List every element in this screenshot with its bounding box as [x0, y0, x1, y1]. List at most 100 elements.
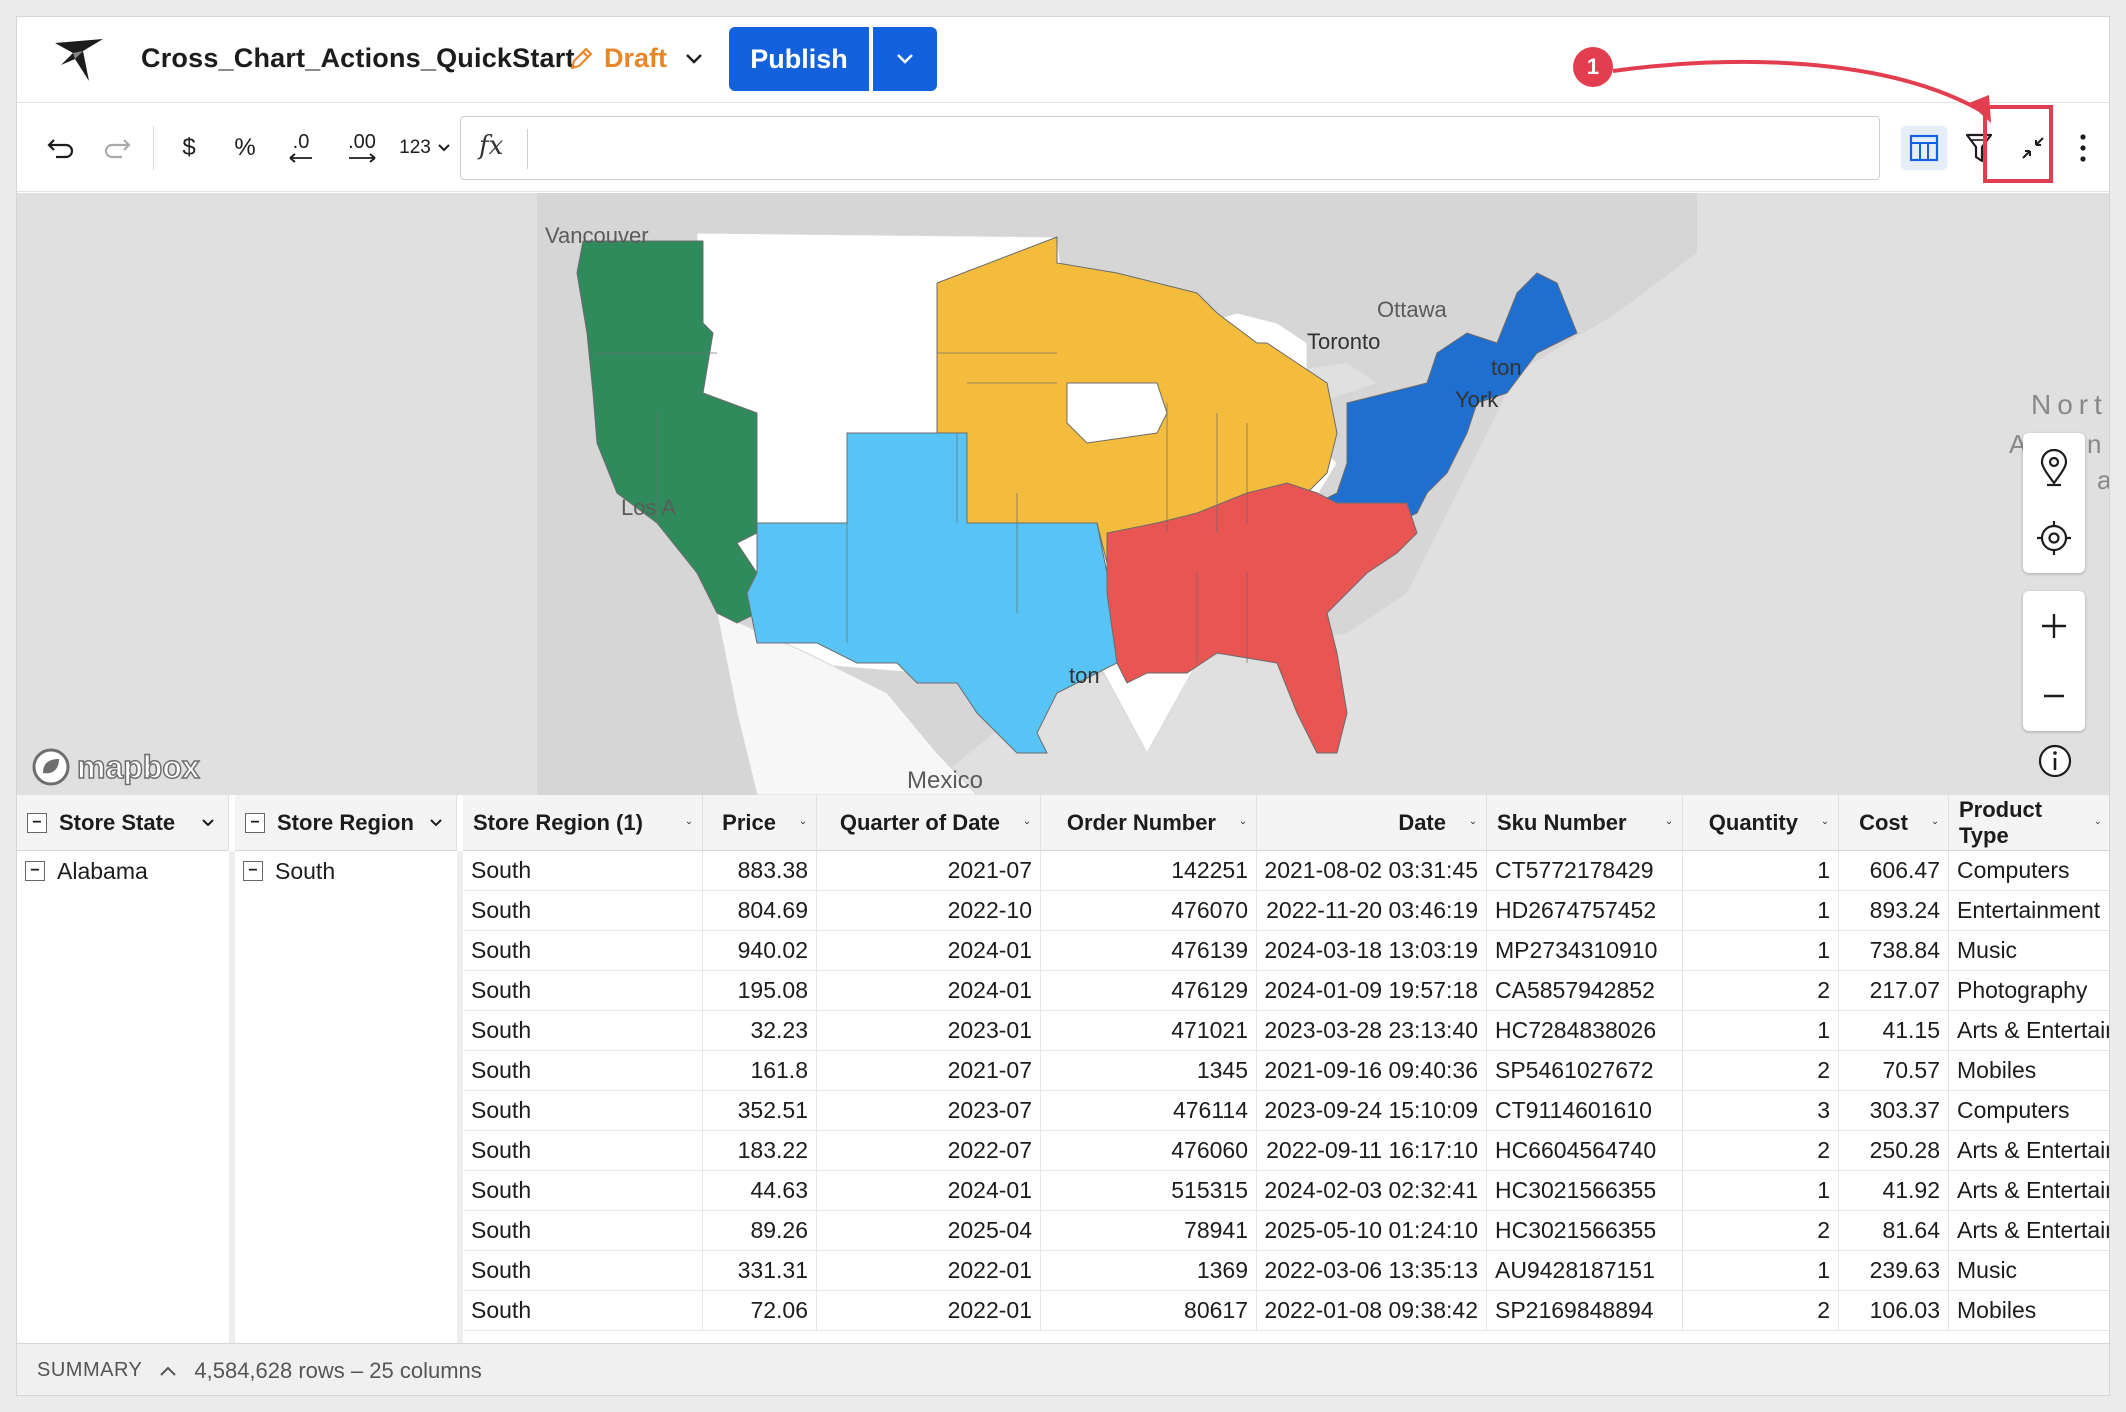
chevron-down-icon[interactable]: [790, 817, 806, 829]
table-cell[interactable]: 303.37: [1839, 1091, 1949, 1131]
table-cell[interactable]: SP5461027672: [1487, 1051, 1683, 1091]
document-title[interactable]: Cross_Chart_Actions_QuickStart: [141, 43, 575, 73]
table-cell[interactable]: South: [463, 1251, 703, 1291]
zoom-out-button[interactable]: [2023, 661, 2085, 731]
table-cell[interactable]: 471021: [1041, 1011, 1257, 1051]
table-cell[interactable]: 1369: [1041, 1251, 1257, 1291]
column-header[interactable]: Sku Number: [1487, 795, 1683, 851]
table-cell[interactable]: 106.03: [1839, 1291, 1949, 1331]
table-cell[interactable]: 41.15: [1839, 1011, 1949, 1051]
table-cell[interactable]: Music: [1949, 1251, 2109, 1291]
table-cell[interactable]: 2024-01-09 19:57:18: [1257, 971, 1487, 1011]
table-cell[interactable]: South: [463, 1291, 703, 1331]
chevron-down-icon[interactable]: [1230, 817, 1246, 829]
table-cell[interactable]: 476060: [1041, 1131, 1257, 1171]
table-cell[interactable]: 217.07: [1839, 971, 1949, 1011]
table-cell[interactable]: 893.24: [1839, 891, 1949, 931]
table-cell[interactable]: CA5857942852: [1487, 971, 1683, 1011]
chevron-down-icon[interactable]: [1812, 817, 1828, 829]
table-cell[interactable]: CT5772178429: [1487, 851, 1683, 891]
column-header-store-state[interactable]: − Store State: [17, 795, 229, 851]
table-cell[interactable]: 1: [1683, 1251, 1839, 1291]
table-cell[interactable]: 2021-08-02 03:31:45: [1257, 851, 1487, 891]
table-cell[interactable]: 81.64: [1839, 1211, 1949, 1251]
table-cell[interactable]: Arts & Entertain: [1949, 1171, 2109, 1211]
map-recenter-button[interactable]: [2023, 503, 2085, 573]
table-cell[interactable]: 89.26: [703, 1211, 817, 1251]
table-cell[interactable]: 2024-01: [817, 931, 1041, 971]
table-cell[interactable]: South: [463, 1131, 703, 1171]
collapse-group-icon[interactable]: −: [25, 861, 45, 881]
column-header[interactable]: Product Type: [1949, 795, 2109, 851]
table-cell[interactable]: Arts & Entertain: [1949, 1131, 2109, 1171]
table-cell[interactable]: 2025-05-10 01:24:10: [1257, 1211, 1487, 1251]
publish-options-button[interactable]: [873, 27, 937, 91]
table-cell[interactable]: 476139: [1041, 931, 1257, 971]
column-header[interactable]: Date: [1257, 795, 1487, 851]
table-cell[interactable]: 476129: [1041, 971, 1257, 1011]
table-cell[interactable]: 2: [1683, 1131, 1839, 1171]
map-pin-button[interactable]: [2023, 433, 2085, 503]
table-cell[interactable]: 1: [1683, 891, 1839, 931]
table-cell[interactable]: CT9114601610: [1487, 1091, 1683, 1131]
table-cell[interactable]: 183.22: [703, 1131, 817, 1171]
collapse-group-icon[interactable]: −: [243, 861, 263, 881]
table-cell[interactable]: 476070: [1041, 891, 1257, 931]
table-cell[interactable]: 1: [1683, 931, 1839, 971]
table-cell[interactable]: 2023-03-28 23:13:40: [1257, 1011, 1487, 1051]
summary-bar[interactable]: SUMMARY 4,584,628 rows – 25 columns: [17, 1343, 2109, 1395]
redo-button[interactable]: [93, 126, 141, 170]
table-cell[interactable]: 1: [1683, 1011, 1839, 1051]
table-cell[interactable]: 2024-03-18 13:03:19: [1257, 931, 1487, 971]
draft-status-dropdown[interactable]: Draft: [568, 43, 703, 74]
column-header[interactable]: Price: [703, 795, 817, 851]
chevron-up-icon[interactable]: [158, 1364, 178, 1378]
table-cell[interactable]: 72.06: [703, 1291, 817, 1331]
table-cell[interactable]: South: [463, 1211, 703, 1251]
table-cell[interactable]: 3: [1683, 1091, 1839, 1131]
table-cell[interactable]: 1: [1683, 1171, 1839, 1211]
table-cell[interactable]: 476114: [1041, 1091, 1257, 1131]
table-cell[interactable]: Photography: [1949, 971, 2109, 1011]
table-cell[interactable]: South: [463, 1011, 703, 1051]
table-cell[interactable]: 2022-01: [817, 1251, 1041, 1291]
table-cell[interactable]: Mobiles: [1949, 1291, 2109, 1331]
zoom-in-button[interactable]: [2023, 591, 2085, 661]
column-header[interactable]: Cost: [1839, 795, 1949, 851]
table-cell[interactable]: 2024-01: [817, 971, 1041, 1011]
table-cell[interactable]: South: [463, 1091, 703, 1131]
table-cell[interactable]: 352.51: [703, 1091, 817, 1131]
table-cell[interactable]: 2: [1683, 1211, 1839, 1251]
table-cell[interactable]: 1: [1683, 851, 1839, 891]
column-header[interactable]: Store Region (1): [463, 795, 703, 851]
collapse-group-icon[interactable]: −: [245, 812, 265, 833]
table-cell[interactable]: Arts & Entertain: [1949, 1211, 2109, 1251]
table-cell[interactable]: 2: [1683, 1051, 1839, 1091]
table-cell[interactable]: 940.02: [703, 931, 817, 971]
table-cell[interactable]: 2021-09-16 09:40:36: [1257, 1051, 1487, 1091]
table-cell[interactable]: 2022-09-11 16:17:10: [1257, 1131, 1487, 1171]
table-cell[interactable]: 32.23: [703, 1011, 817, 1051]
table-cell[interactable]: 250.28: [1839, 1131, 1949, 1171]
table-cell[interactable]: 2022-01-08 09:38:42: [1257, 1291, 1487, 1331]
chevron-down-icon[interactable]: [188, 817, 218, 829]
table-cell[interactable]: 161.8: [703, 1051, 817, 1091]
chevron-down-icon[interactable]: [1656, 817, 1672, 829]
table-cell[interactable]: 2022-11-20 03:46:19: [1257, 891, 1487, 931]
sigma-logo-icon[interactable]: [53, 37, 107, 83]
info-icon[interactable]: [2037, 743, 2073, 779]
table-cell[interactable]: 2: [1683, 971, 1839, 1011]
percent-format-button[interactable]: %: [234, 134, 256, 161]
undo-button[interactable]: [37, 126, 85, 170]
table-cell[interactable]: MP2734310910: [1487, 931, 1683, 971]
table-cell[interactable]: South: [463, 931, 703, 971]
table-cell[interactable]: 883.38: [703, 851, 817, 891]
table-cell[interactable]: 80617: [1041, 1291, 1257, 1331]
table-cell[interactable]: 2025-04: [817, 1211, 1041, 1251]
map-canvas[interactable]: [17, 193, 2109, 795]
table-cell[interactable]: 2022-01: [817, 1291, 1041, 1331]
chevron-down-icon[interactable]: [1460, 817, 1476, 829]
table-cell[interactable]: South: [463, 891, 703, 931]
table-cell[interactable]: 738.84: [1839, 931, 1949, 971]
table-cell[interactable]: 1345: [1041, 1051, 1257, 1091]
